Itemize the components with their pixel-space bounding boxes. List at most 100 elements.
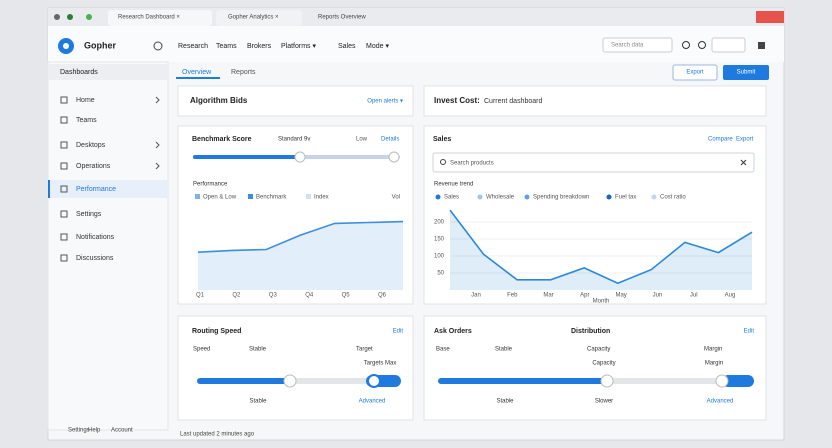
legend-label: Fuel tax — [615, 195, 636, 201]
legend-label: Vol — [392, 195, 400, 201]
field-label: Advanced — [359, 399, 386, 405]
footer-link[interactable]: Help — [88, 428, 101, 434]
tab-underline — [176, 77, 220, 79]
page-tab[interactable]: Overview — [182, 69, 212, 76]
field-label: Stable — [496, 399, 514, 405]
x-tick-label: Q2 — [232, 293, 241, 299]
sidebar-item[interactable]: Operations — [76, 163, 111, 170]
legend-label: Wholesale — [486, 195, 515, 201]
logo-dot — [63, 43, 69, 49]
card-title: Sales — [433, 136, 451, 143]
browser-tab-title[interactable]: Research Dashboard × — [118, 15, 180, 21]
sidebar-item[interactable]: Settings — [76, 211, 102, 218]
search-text: Search products — [450, 161, 494, 167]
slider-knob[interactable] — [601, 375, 613, 387]
field-label: Speed — [193, 347, 210, 353]
search-placeholder: Search data — [611, 43, 644, 49]
sidebar-item[interactable]: Discussions — [76, 255, 114, 262]
card-link[interactable]: Export — [736, 137, 754, 143]
x-tick-label: Q6 — [378, 293, 387, 299]
field-label: Stable — [249, 347, 267, 353]
button-label[interactable]: Submit — [737, 70, 756, 76]
legend-label: Index — [314, 195, 329, 201]
card-link[interactable]: Open alerts ▾ — [367, 99, 403, 105]
slider-knob[interactable] — [295, 152, 305, 162]
legend-swatch — [525, 195, 530, 200]
browser-tab-title[interactable]: Reports Overview — [318, 15, 366, 21]
legend-label: Cost ratio — [660, 195, 686, 201]
card-title: Routing Speed — [192, 328, 241, 335]
nav-item[interactable]: Brokers — [247, 43, 272, 50]
x-tick-label: Q3 — [269, 293, 278, 299]
slider-knob[interactable] — [284, 375, 296, 387]
sidebar-item[interactable]: Teams — [76, 117, 97, 124]
app-name: Gopher — [84, 40, 116, 50]
x-tick-label: Jul — [690, 293, 698, 299]
card-tag: Standard 9v — [278, 137, 310, 143]
icon — [54, 14, 60, 20]
field-label: Capacity — [592, 361, 615, 367]
x-tick-label: Jun — [653, 293, 663, 299]
card-title: Algorithm Bids — [190, 96, 248, 105]
x-tick-label: May — [615, 293, 626, 299]
sidebar-item[interactable]: Performance — [76, 186, 116, 193]
sidebar-item[interactable]: Desktops — [76, 142, 106, 149]
legend-swatch — [607, 195, 612, 200]
legend-swatch — [436, 195, 441, 200]
nav-item[interactable]: Teams — [216, 43, 237, 50]
field-label: Stable — [495, 347, 513, 353]
legend-swatch — [478, 195, 483, 200]
card-link[interactable]: Low — [356, 137, 368, 143]
sidebar-item[interactable]: Home — [76, 97, 95, 104]
y-tick-label: 100 — [434, 254, 445, 260]
browser-tab-title[interactable]: Gopher Analytics × — [228, 15, 279, 21]
page-tab[interactable]: Reports — [231, 69, 256, 76]
x-tick-label: Aug — [725, 293, 736, 299]
footer-link[interactable]: Account — [111, 428, 133, 434]
card-title: Invest Cost: — [434, 96, 480, 105]
legend-label: Open & Low — [203, 195, 237, 201]
x-tick-label: Mar — [543, 293, 553, 299]
sidebar-active-bar — [48, 180, 50, 198]
slider-knob[interactable] — [716, 375, 728, 387]
close-button[interactable] — [756, 11, 784, 23]
card-subtitle: Distribution — [571, 328, 610, 335]
nav-item[interactable]: Mode ▾ — [366, 43, 389, 50]
legend-swatch — [248, 194, 253, 199]
y-tick-label: 50 — [437, 271, 444, 277]
field-label: Slower — [595, 399, 613, 405]
legend-swatch — [306, 194, 311, 199]
icon — [86, 14, 92, 20]
x-axis-title: Month — [593, 299, 610, 305]
nav-item[interactable]: Platforms ▾ — [281, 43, 317, 50]
x-tick-label: Jan — [471, 293, 481, 299]
legend-swatch — [652, 195, 657, 200]
card-link[interactable]: Details — [381, 137, 399, 143]
legend-label: Sales — [444, 195, 459, 201]
field-label: Advanced — [707, 399, 734, 405]
card-title: Ask Orders — [434, 328, 472, 335]
button-label[interactable]: Export — [686, 70, 704, 76]
card-subtitle: Current dashboard — [484, 98, 542, 105]
toolbar — [48, 26, 784, 62]
slider-knob[interactable] — [368, 375, 380, 387]
card-title: Benchmark Score — [192, 136, 252, 143]
sidebar-item[interactable]: Notifications — [76, 234, 115, 241]
footer-link[interactable]: Settings — [68, 428, 90, 434]
card-link[interactable]: Edit — [393, 329, 404, 335]
x-tick-label: Q4 — [305, 293, 314, 299]
card-link[interactable]: Compare — [708, 137, 733, 143]
card-link[interactable]: Edit — [744, 329, 755, 335]
profile-box[interactable] — [712, 38, 745, 52]
field-label: Capacity — [587, 347, 610, 353]
field-label: Margin — [704, 347, 722, 353]
slider-knob[interactable] — [389, 152, 399, 162]
nav-item[interactable]: Research — [178, 43, 208, 50]
menu-icon[interactable] — [758, 42, 765, 49]
footer-status: Last updated 2 minutes ago — [180, 432, 255, 438]
field-label: Targets Max — [364, 361, 397, 367]
slider-fill — [438, 378, 607, 384]
nav-item[interactable]: Sales — [338, 43, 356, 50]
